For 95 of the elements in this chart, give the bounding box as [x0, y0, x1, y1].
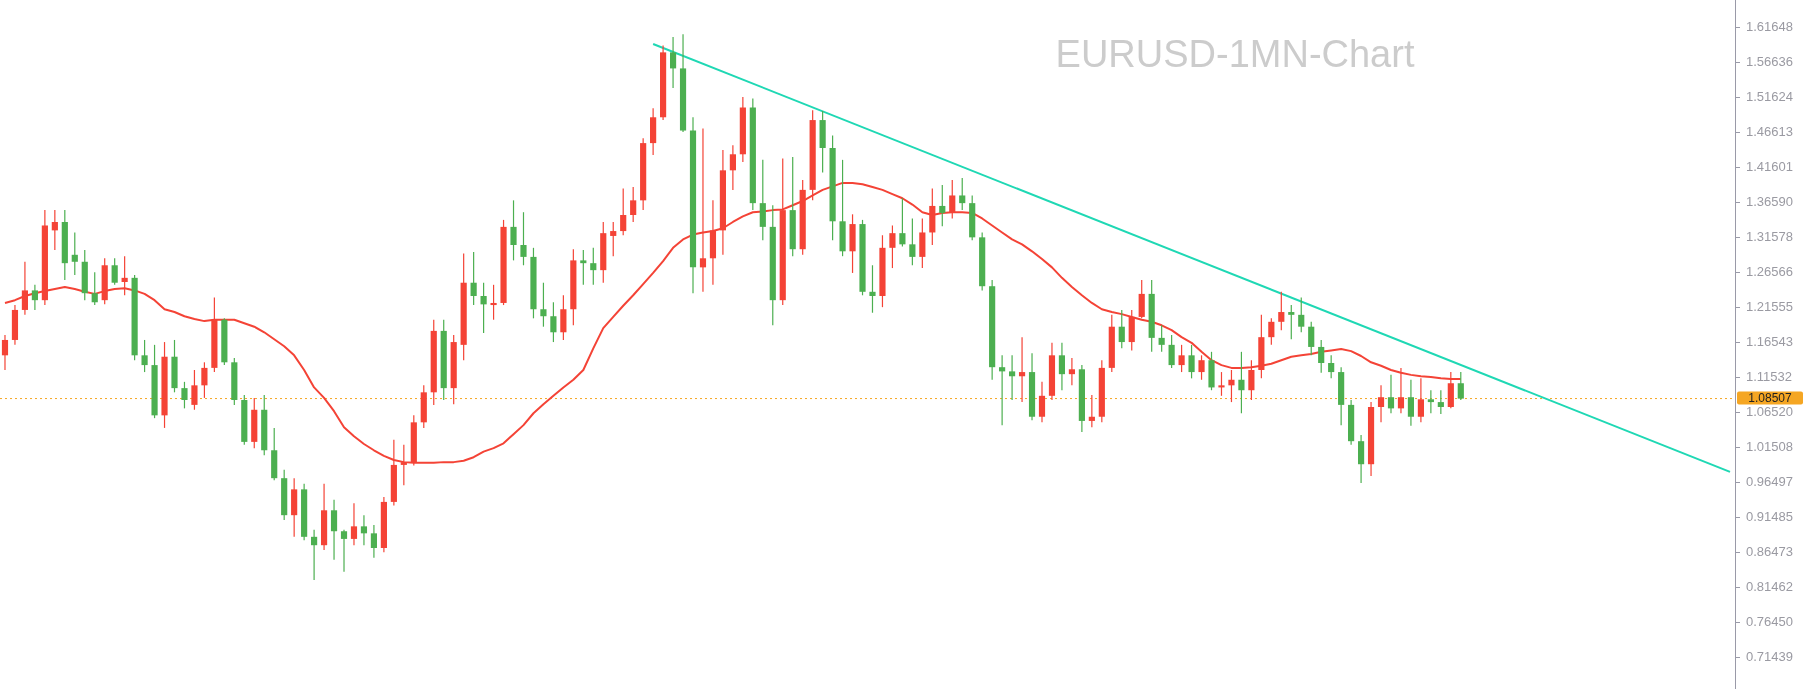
candlestick — [580, 249, 587, 286]
candlestick — [1278, 291, 1285, 331]
candlestick — [620, 187, 627, 236]
y-tick-label: 1.46613 — [1746, 124, 1793, 140]
ref-line-label: 1.08507 — [1748, 391, 1793, 406]
y-tick-label: 1.11532 — [1746, 369, 1793, 385]
candlestick — [480, 282, 487, 334]
candlestick — [1058, 342, 1066, 391]
candlestick — [1318, 339, 1325, 374]
candlestick — [939, 184, 946, 227]
candlestick — [51, 209, 58, 251]
y-tick-label: 1.56636 — [1746, 54, 1793, 70]
y-tick-label: 1.01508 — [1746, 438, 1793, 454]
candlestick — [360, 514, 368, 546]
candlestick — [1, 334, 9, 371]
candlestick — [1008, 354, 1016, 401]
candlestick — [1218, 371, 1225, 397]
candlestick — [1407, 379, 1415, 427]
candlestick — [1238, 351, 1245, 414]
candlestick — [759, 159, 766, 241]
candlestick — [1447, 371, 1454, 409]
candlestick — [201, 361, 208, 399]
candlestick — [1427, 389, 1434, 414]
candlestick — [1118, 309, 1125, 349]
y-tick-label: 0.71439 — [1746, 648, 1793, 664]
candlestick — [1457, 371, 1464, 401]
y-tick-label: 1.51624 — [1746, 89, 1793, 105]
candlestick — [729, 144, 736, 191]
candlestick — [1357, 434, 1365, 484]
candlestick — [1068, 357, 1075, 386]
candlestick — [590, 247, 597, 286]
y-tick-label: 1.41601 — [1746, 159, 1793, 175]
candlestick — [1188, 344, 1195, 379]
candlestick — [669, 36, 677, 89]
y-tick-label: 1.36590 — [1746, 194, 1793, 210]
candlestick — [1158, 324, 1165, 353]
candlestick — [191, 369, 198, 411]
candlestick — [899, 197, 906, 248]
y-tick-label: 0.86473 — [1746, 543, 1793, 559]
candlestick — [181, 381, 188, 409]
candlestick — [1288, 304, 1295, 340]
y-tick-label: 1.16543 — [1746, 334, 1793, 350]
candlestick — [1198, 354, 1205, 381]
candlestick — [1168, 334, 1175, 369]
candlestick — [141, 339, 148, 373]
candlestick — [121, 255, 128, 296]
candlestick — [370, 524, 378, 559]
candlestick — [560, 294, 567, 341]
candlestick — [1138, 279, 1145, 319]
candlestick — [470, 251, 477, 306]
candlestick — [959, 177, 966, 211]
candlestick — [1248, 359, 1255, 401]
candlestick — [999, 354, 1006, 426]
candlestick — [1268, 317, 1275, 346]
y-tick-label: 1.31578 — [1746, 229, 1793, 245]
candlestick — [1377, 384, 1385, 423]
y-tick-label: 1.26566 — [1746, 264, 1793, 280]
y-tick-label: 0.81462 — [1746, 578, 1793, 594]
candlestick — [330, 499, 338, 561]
candlestick — [550, 301, 557, 343]
candlestick — [1298, 296, 1305, 333]
candlestick — [1228, 369, 1235, 403]
candlestick — [869, 264, 876, 314]
y-tick-label: 0.76450 — [1746, 613, 1793, 629]
candlestick — [610, 221, 617, 257]
candlestick — [1417, 377, 1424, 423]
candlestick — [21, 261, 29, 316]
candlestick — [1038, 381, 1046, 423]
y-tick-label: 1.21555 — [1746, 299, 1793, 315]
candlestick — [71, 231, 78, 276]
candlestick — [1387, 374, 1395, 414]
candlestick — [889, 224, 896, 269]
candlestick — [1397, 367, 1405, 414]
candlestick — [909, 217, 916, 266]
y-tick-label: 0.91485 — [1746, 508, 1793, 524]
candlestick — [340, 529, 348, 573]
candlestick — [1308, 321, 1315, 356]
candlestick — [1328, 354, 1335, 379]
candlestick — [31, 284, 38, 311]
candlestick — [1018, 336, 1026, 403]
candlestick — [630, 186, 637, 223]
candlestick — [91, 271, 98, 306]
candlestick — [1178, 344, 1185, 373]
y-tick-label: 1.61648 — [1746, 19, 1793, 35]
candlestick — [1088, 394, 1095, 428]
candlestick — [520, 211, 527, 266]
candlestick — [1437, 389, 1444, 415]
candlestick — [510, 199, 517, 261]
candlestick — [111, 257, 118, 286]
y-tick-label: 0.96497 — [1746, 473, 1793, 489]
y-tick-label: 1.06520 — [1746, 404, 1793, 419]
candlestick — [490, 284, 497, 321]
candlestick — [350, 502, 358, 546]
candlestick — [540, 282, 547, 328]
candlestick — [311, 529, 318, 581]
